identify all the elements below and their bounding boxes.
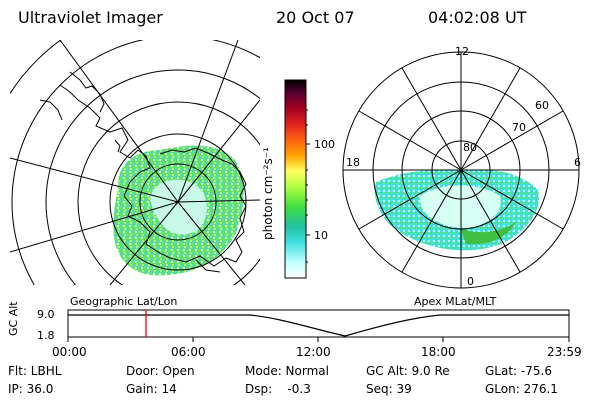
mode-info: Mode: Normal (245, 364, 329, 378)
mlt-label-12: 12 (455, 45, 469, 58)
colorbar (284, 79, 307, 279)
mlt-label-0: 0 (467, 275, 474, 288)
mlt-label-18: 18 (346, 156, 360, 169)
colorbar-ticks (306, 109, 310, 263)
ip-info: IP: 36.0 (8, 382, 54, 396)
polar-plot (374, 169, 540, 251)
timeline-xtick-0600: 06:00 (171, 345, 206, 359)
date-label: 20 Oct 07 (276, 8, 355, 27)
meridian-lines (10, 40, 260, 285)
lat-label-60: 60 (535, 99, 549, 112)
timeline-plot (67, 309, 570, 342)
coastlines (39, 71, 247, 273)
polar-grid (342, 51, 580, 289)
colorbar-tick-10: 10 (314, 229, 328, 242)
timeline-xtick-1200: 12:00 (296, 345, 331, 359)
lat-label-80: 80 (463, 141, 477, 154)
time-label: 04:02:08 UT (428, 8, 527, 27)
timeline-xtick-2359: 23:59 (547, 345, 582, 359)
timeline-axis-label: GC Alt (7, 301, 20, 336)
colorbar-tick-100: 100 (314, 138, 335, 151)
glat-info: GLat: -75.6 (485, 364, 552, 378)
glon-info: GLon: 276.1 (485, 382, 558, 396)
app-title: Ultraviolet Imager (18, 8, 163, 27)
geographic-caption: Geographic Lat/Lon (70, 295, 178, 308)
apex-caption: Apex MLat/MLT (414, 295, 497, 308)
timeline-ytick-9: 9.0 (37, 308, 55, 321)
timeline-ytick-1.8: 1.8 (37, 329, 55, 342)
gain-info: Gain: 14 (126, 382, 177, 396)
mlt-label-6: 6 (574, 156, 581, 169)
timeline-xtick-0000: 00:00 (52, 345, 87, 359)
seq-info: Seq: 39 (366, 382, 412, 396)
lat-label-70: 70 (512, 121, 526, 134)
altitude-curve (68, 314, 569, 337)
filter-info: Flt: LBHL (8, 364, 62, 378)
gc-alt-info: GC Alt: 9.0 Re (366, 364, 450, 378)
geographic-map (10, 40, 260, 285)
timeline-xtick-1800: 18:00 (421, 345, 456, 359)
dsp-info: Dsp: -0.3 (245, 382, 311, 396)
door-info: Door: Open (126, 364, 195, 378)
colorbar-unit-label: photon cm⁻²s⁻¹ (261, 147, 275, 240)
